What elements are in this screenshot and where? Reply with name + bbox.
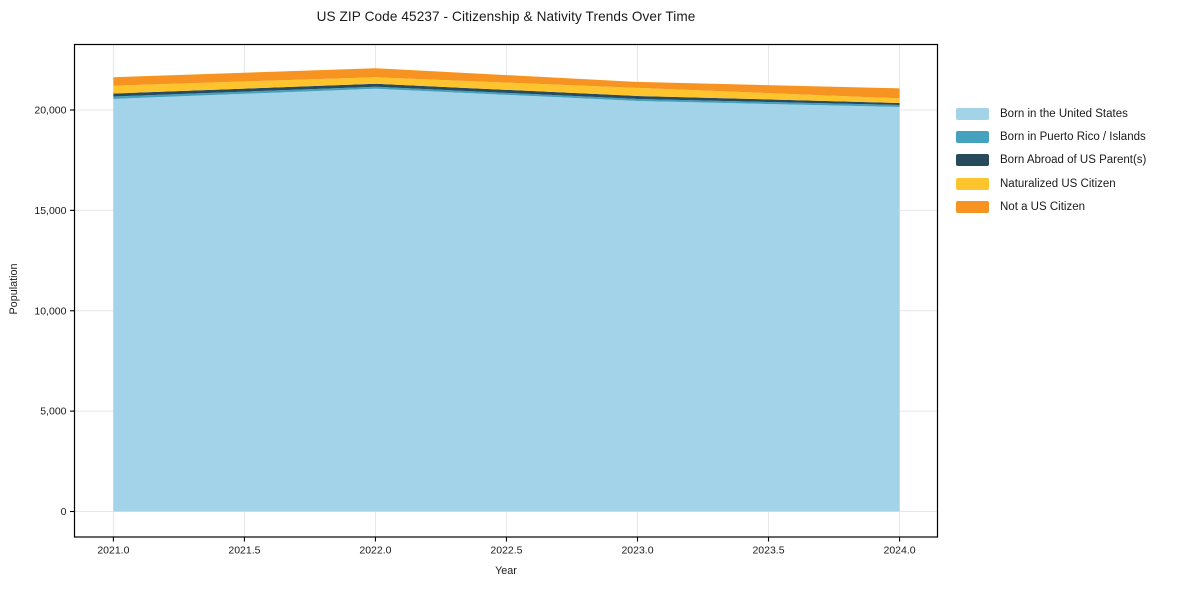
legend-label: Born Abroad of US Parent(s): [1000, 154, 1147, 167]
legend-swatch-icon: [956, 130, 989, 143]
y-tick-label: 5,000: [40, 406, 66, 418]
legend-swatch-icon: [956, 107, 989, 120]
y-tick-label: 20,000: [34, 105, 66, 117]
stacked-areas: [113, 68, 900, 512]
x-tick-label: 2024.0: [883, 545, 915, 557]
x-tick-label: 2022.0: [359, 545, 391, 557]
x-axis-label: Year: [495, 565, 517, 577]
area-born-in-the-united-states: [113, 88, 900, 512]
y-tick-label: 10,000: [34, 305, 66, 317]
legend-label: Naturalized US Citizen: [1000, 177, 1116, 190]
x-tick-label: 2022.5: [490, 545, 522, 557]
area-born-abroad-of-us-parent-s-: [113, 83, 900, 105]
legend-swatch-icon: [956, 177, 989, 190]
legend-item: Born Abroad of US Parent(s): [956, 149, 1146, 172]
legend-label: Born in Puerto Rico / Islands: [1000, 130, 1146, 143]
y-tick-label: 15,000: [34, 205, 66, 217]
legend-swatch-icon: [956, 200, 989, 213]
axis-ticks: [70, 109, 901, 542]
chart-title: US ZIP Code 45237 - Citizenship & Nativi…: [316, 9, 696, 24]
legend-label: Born in the United States: [1000, 107, 1128, 120]
legend-item: Born in Puerto Rico / Islands: [956, 125, 1146, 148]
legend-label: Not a US Citizen: [1000, 200, 1086, 213]
y-tick-label: 0: [61, 506, 67, 518]
area-naturalized-us-citizen: [113, 77, 900, 103]
legend-item: Born in the United States: [956, 102, 1146, 125]
tick-labels: 2021.0 2021.5 2022.0 2022.5 2023.0 2023.5 2024…: [34, 105, 915, 557]
legend-item: Not a US Citizen: [956, 195, 1146, 218]
area-not-a-us-citizen: [113, 68, 900, 99]
legend-item: Naturalized US Citizen: [956, 172, 1146, 195]
x-tick-label: 2021.5: [228, 545, 260, 557]
x-tick-label: 2023.0: [621, 545, 653, 557]
x-tick-label: 2023.5: [752, 545, 784, 557]
legend: Born in the United States Born in Puerto …: [956, 102, 1146, 218]
x-tick-label: 2021.0: [97, 545, 129, 557]
legend-swatch-icon: [956, 154, 989, 167]
area-born-in-puerto-rico-islands: [113, 86, 900, 107]
